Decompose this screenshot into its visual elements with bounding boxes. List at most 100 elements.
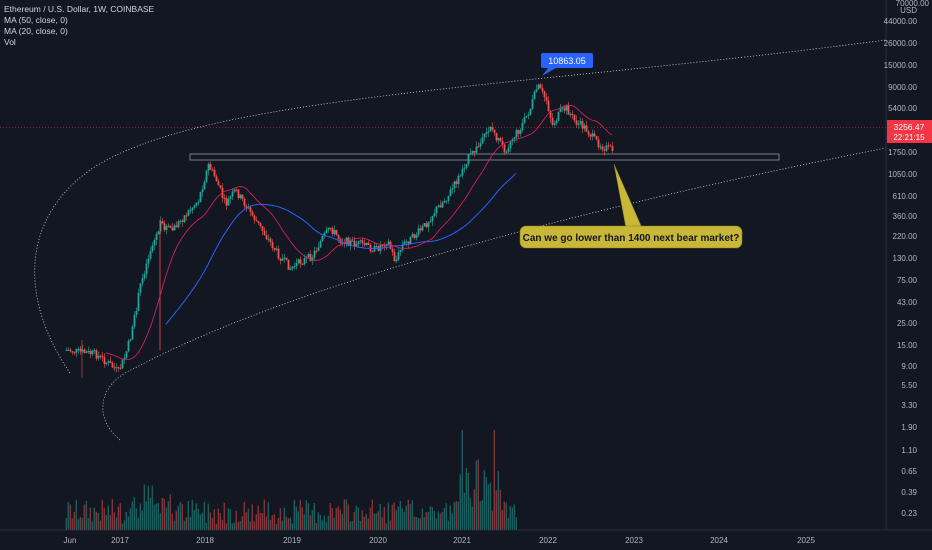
volume-bar	[427, 512, 429, 530]
volume-bar	[279, 508, 281, 530]
volume-bar	[161, 497, 163, 530]
candle-body	[285, 257, 288, 260]
candle-body	[103, 357, 106, 365]
candle-body	[593, 133, 596, 137]
volume-bar	[281, 520, 283, 530]
candle-body	[175, 225, 178, 228]
candle-body	[415, 234, 418, 239]
volume-bar	[497, 470, 499, 530]
support-zone-rectangle[interactable]	[189, 153, 780, 161]
volume-bar	[183, 520, 185, 530]
volume-bar	[359, 521, 361, 530]
volume-bar	[289, 517, 291, 530]
volume-bar	[87, 518, 89, 530]
volume-bar	[509, 506, 511, 530]
candle-body	[431, 215, 434, 222]
volume-bar	[209, 512, 211, 530]
price-axis[interactable]: 70000.00 USD 44000.00 26000.00 15000.00 900…	[884, 0, 930, 530]
volume-bar	[335, 508, 337, 530]
volume-bar	[141, 510, 143, 530]
candle-body	[459, 175, 462, 177]
chart-pane[interactable]	[0, 0, 886, 530]
candle-body	[249, 207, 252, 212]
candle-body	[361, 240, 364, 244]
volume-bar	[271, 515, 273, 530]
candle-body	[337, 235, 340, 239]
candle-body	[87, 350, 90, 352]
candle-body	[299, 259, 302, 265]
candle-body	[589, 134, 592, 137]
volume-bar	[331, 508, 333, 530]
legend-symbol[interactable]: Ethereum / U.S. Dollar, 1W, COINBASE	[4, 4, 155, 14]
candle-body	[265, 235, 268, 239]
candle-body	[259, 222, 262, 227]
candle-body	[189, 210, 192, 212]
candle-body	[89, 350, 92, 355]
candle-body	[323, 232, 326, 237]
candle-body	[371, 251, 374, 253]
price-tick-label: 0.65	[901, 467, 917, 476]
candle-body	[303, 258, 306, 265]
candle-body	[509, 141, 512, 149]
candle-body	[325, 229, 328, 233]
bear-market-callout[interactable]: Can we go lower than 1400 next bear mark…	[519, 163, 743, 249]
candle-body	[257, 221, 260, 223]
volume-bar	[267, 502, 269, 530]
volume-bar	[201, 512, 203, 530]
candle-body	[111, 363, 114, 368]
candle-body	[399, 250, 402, 253]
time-tick-label: 2020	[369, 536, 387, 545]
candle-body	[143, 274, 146, 279]
volume-bar	[461, 430, 463, 530]
candle-body	[383, 245, 386, 247]
price-tick-label: 44000.00	[884, 17, 918, 26]
volume-bar	[135, 508, 137, 530]
volume-bar	[71, 518, 73, 530]
volume-bar	[411, 500, 413, 530]
volume-bar	[97, 513, 99, 530]
candle-body	[449, 189, 452, 196]
volume-bar	[295, 506, 297, 530]
candle-body	[577, 123, 580, 125]
volume-bar	[225, 523, 227, 530]
volume-bar	[297, 511, 299, 530]
time-axis[interactable]: Jun 2017 2018 2019 2020 2021 2022 2023 2024 2025	[0, 529, 932, 545]
candle-body	[413, 234, 416, 239]
candle-body	[281, 258, 284, 261]
candle-body	[197, 201, 200, 203]
candle-body	[545, 97, 548, 101]
peak-price-label[interactable]: 10863.05	[541, 53, 593, 76]
volume-bar	[489, 482, 491, 530]
candle-body	[527, 114, 530, 116]
volume-bar	[179, 501, 181, 530]
candle-body	[353, 240, 356, 247]
candle-body	[163, 223, 166, 230]
candle-body	[283, 257, 286, 259]
candle-body	[571, 114, 574, 116]
candle-body	[147, 258, 150, 264]
volume-bar	[363, 516, 365, 530]
legend-volume[interactable]: Vol	[4, 37, 16, 47]
volume-bar	[449, 505, 451, 530]
candle-body	[601, 146, 604, 150]
volume-bar	[325, 522, 327, 530]
price-tick-label: 610.00	[893, 192, 918, 201]
volume-bar	[365, 514, 367, 530]
legend-ma50[interactable]: MA (50, close, 0)	[4, 15, 68, 25]
volume-bar	[159, 513, 161, 530]
volume-bar	[247, 508, 249, 530]
legend-ma20[interactable]: MA (20, close, 0)	[4, 26, 68, 36]
volume-bar	[187, 500, 189, 530]
candle-body	[451, 188, 454, 190]
candle-body	[139, 283, 142, 293]
volume-bar	[157, 502, 159, 530]
candle-body	[543, 91, 546, 98]
candle-body	[127, 340, 130, 352]
candle-body	[609, 145, 612, 147]
candle-body	[583, 125, 586, 129]
volume-bar	[475, 460, 477, 530]
price-tick-label: 360.00	[893, 212, 918, 221]
candle-body	[419, 228, 422, 231]
candle-body	[233, 189, 236, 192]
